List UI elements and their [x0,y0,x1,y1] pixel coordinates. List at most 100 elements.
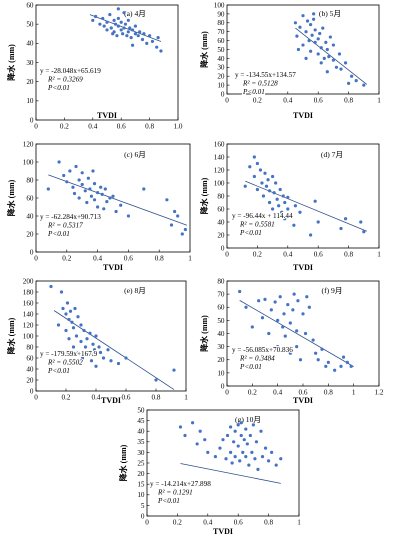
y-tick-label: 10 [137,491,145,499]
data-point [310,33,314,37]
data-point [155,45,159,49]
chart-panel-6: 0 10 20 30 40 50 60 70 80 0 0.2 0.4 0.6 0.8 1 1.2 TVDI 降水… [199,277,384,405]
y-tick-label: 60 [217,37,225,45]
x-tick-label: 0 [225,97,229,105]
data-point [140,37,145,42]
data-point [292,292,296,296]
y-tick-label: 120 [214,166,225,174]
data-point [252,155,256,159]
data-point [295,34,299,38]
y-tick-label: 20 [26,230,34,238]
data-point [333,368,337,372]
data-point [98,22,102,26]
data-point [301,312,305,316]
data-point [281,325,285,329]
y-tick-label: 160 [214,140,225,148]
data-point [119,203,123,207]
y-tick-label: 10 [217,82,225,90]
data-point [251,423,255,427]
trend-line [295,27,368,85]
x-tick-label: 1 [352,389,356,397]
x-tick-label: 0.2 [253,97,262,105]
x-tick-label: 0.6 [314,97,323,105]
y-axis-title: 降水 (mm) [199,31,209,68]
data-point [280,210,284,214]
data-point [325,47,329,52]
panel-label: (d) 7月 [321,150,343,159]
data-point [85,200,89,205]
data-point [126,18,130,22]
data-point [337,52,342,56]
data-point [172,368,176,372]
data-point [116,7,120,11]
data-point [292,223,296,227]
data-point [295,329,299,333]
data-point [334,65,339,69]
y-tick-label: 80 [217,277,225,285]
data-point [325,70,329,74]
data-point [221,438,225,442]
y-tick-label: 30 [137,449,145,457]
data-point [296,47,301,52]
regression-text: R² = 0.5502 [47,359,83,367]
y-tick-label: 80 [26,176,34,184]
data-point [165,198,169,202]
data-point [288,321,292,325]
data-point [305,295,309,299]
y-tick-label: 20 [26,78,34,86]
data-point [195,442,199,446]
data-point [309,233,313,237]
data-point [276,345,280,349]
data-point [108,196,112,200]
data-point [224,457,228,461]
data-point [80,171,84,175]
data-point [276,318,280,322]
data-point [316,37,320,41]
data-point [309,22,313,27]
data-point [64,312,68,316]
y-tick-label: 10 [26,97,34,105]
data-point [261,194,266,198]
y-tick-label: 100 [23,332,34,340]
data-point [278,295,282,299]
x-tick-label: 0.8 [155,255,164,263]
data-point [125,34,129,38]
data-point [269,308,273,312]
y-tick-label: 100 [214,1,225,9]
data-point [46,187,50,191]
data-point [263,446,268,450]
y-tick-label: 15 [137,481,145,489]
data-point [138,30,142,34]
data-point [339,364,343,368]
data-point [233,429,237,433]
data-point [114,209,118,214]
data-point [68,309,73,313]
y-tick-label: 40 [137,428,145,436]
data-point [307,39,311,43]
data-point [339,226,343,231]
data-point [252,174,256,179]
data-point [62,173,66,178]
data-point [121,32,125,36]
data-point [247,463,251,467]
trend-line [180,463,281,484]
data-point [236,444,240,448]
y-tick-label: 0 [30,248,34,256]
x-tick-label: 0.8 [344,97,353,105]
y-tick-label: 100 [23,158,34,166]
x-tick-label: 0.4 [93,255,102,263]
data-point [286,303,290,307]
data-point [108,12,112,17]
data-point [100,192,104,196]
data-point [236,423,240,427]
data-point [274,463,278,467]
regression-text: y = -134.55x+134.57 [235,71,296,79]
data-point [282,312,286,316]
chart-panel-4: 0 20 40 60 80 100 120 140 160 0 0.2 0.4 0.6 0.8 1 TVDI 降… [199,140,381,272]
x-tick-label: 0 [225,251,229,259]
data-point [159,49,163,53]
data-point [128,26,132,30]
data-point [65,301,70,305]
data-point [115,34,119,38]
y-tick-label: 50 [217,317,225,325]
